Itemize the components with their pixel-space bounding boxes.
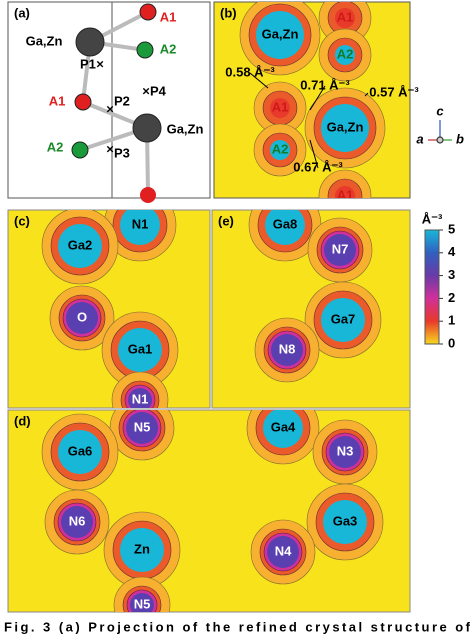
atom xyxy=(75,27,105,57)
atom-label: A2 xyxy=(337,46,354,61)
atom-core xyxy=(267,536,299,568)
atom-core xyxy=(58,430,102,474)
atom-label: O xyxy=(77,309,87,324)
atom-core xyxy=(329,436,361,468)
colorbar-tick-label: 5 xyxy=(448,221,455,236)
atom-label: A1 xyxy=(337,187,354,202)
atom-label: A1 xyxy=(337,9,354,24)
atom-label: A1 xyxy=(272,99,289,114)
caption: Fig. 3 (a) Projection of the refined cry… xyxy=(4,619,471,634)
point-marker: × xyxy=(106,141,114,156)
atom-label: Ga4 xyxy=(271,419,296,434)
arrow xyxy=(364,92,369,97)
atom-core xyxy=(126,412,158,444)
atom-label: Ga2 xyxy=(68,237,93,252)
atom-label: N7 xyxy=(332,241,349,256)
annotation: 0.58 Å⁻³ xyxy=(225,64,275,79)
atom-label: N8 xyxy=(279,341,296,356)
atom-core xyxy=(323,500,367,544)
atom-label: N6 xyxy=(69,513,86,528)
atom-label: Ga,Zn xyxy=(327,119,364,134)
atom-label: N1 xyxy=(132,391,149,406)
axis-letter: a xyxy=(416,131,423,146)
atom-label: N1 xyxy=(132,216,149,231)
atom xyxy=(136,41,154,59)
point-marker: × xyxy=(142,83,150,98)
atom-label: A2 xyxy=(47,139,64,154)
atom-core xyxy=(271,334,303,366)
annotation: 0.71 Å⁻³ xyxy=(300,77,350,92)
atom-core xyxy=(66,302,98,334)
atom-label: Ga7 xyxy=(331,311,356,326)
atom-core xyxy=(335,8,355,28)
atom xyxy=(71,141,89,159)
panel-label: (b) xyxy=(220,5,237,20)
atom xyxy=(140,187,156,203)
point-label: P3 xyxy=(114,145,130,160)
annotation: 0.67 Å⁻³ xyxy=(293,159,343,174)
atom-label: A2 xyxy=(160,41,177,56)
annotation: 0.57 Å⁻³ xyxy=(369,84,419,99)
colorbar-tick-label: 0 xyxy=(448,335,455,350)
arrow xyxy=(309,85,326,111)
panel-label: (e) xyxy=(218,213,234,228)
atom-core xyxy=(120,210,160,245)
atom-core xyxy=(58,224,102,268)
atom-label: Ga8 xyxy=(273,216,298,231)
panel-a-frame xyxy=(7,1,211,199)
axis-letter: c xyxy=(436,103,444,118)
atom-core xyxy=(270,98,290,118)
atom-label: N5 xyxy=(134,596,151,611)
atom-label: Ga1 xyxy=(128,341,153,356)
atom-label: N4 xyxy=(275,543,292,558)
arrow xyxy=(309,139,319,169)
atom-core xyxy=(118,328,162,372)
atom xyxy=(74,93,92,111)
atom-core xyxy=(256,11,304,59)
atom-core xyxy=(335,45,355,65)
atom-core xyxy=(270,140,290,160)
atom-core xyxy=(321,104,369,152)
atom-label: A2 xyxy=(272,141,289,156)
axis-letter: b xyxy=(456,131,464,146)
axes-icon xyxy=(428,120,452,144)
point-label: P4 xyxy=(150,83,167,98)
atom-core xyxy=(120,528,164,572)
colorbar-tick-label: 1 xyxy=(448,313,455,328)
atom-label: N3 xyxy=(337,443,354,458)
arrow xyxy=(249,72,269,89)
atom-label: Ga,Zn xyxy=(167,121,204,136)
atom-label: Ga,Zn xyxy=(262,26,299,41)
atom xyxy=(132,113,162,143)
atom-label: Ga6 xyxy=(68,443,93,458)
colorbar xyxy=(424,229,440,345)
atom-core xyxy=(324,234,356,266)
panel-label: (a) xyxy=(14,5,30,20)
atom-label: Ga3 xyxy=(333,513,358,528)
atom xyxy=(139,3,157,21)
atom-core xyxy=(265,210,305,245)
point-marker: × xyxy=(106,101,114,116)
colorbar-tick-label: 2 xyxy=(448,290,455,305)
colorbar-tick-label: 3 xyxy=(448,267,455,282)
atom-label: Ga,Zn xyxy=(26,33,63,48)
panel-label: (c) xyxy=(14,213,30,228)
atom-label: A1 xyxy=(160,9,177,24)
atom-core xyxy=(61,506,93,538)
point-label: P2 xyxy=(114,93,130,108)
panel-label: (d) xyxy=(14,413,31,428)
atom-label: A1 xyxy=(49,93,66,108)
atom-core xyxy=(130,593,154,612)
point-label: P1 xyxy=(80,56,96,71)
point-marker: × xyxy=(96,56,104,71)
colorbar-unit: Å⁻³ xyxy=(422,211,443,226)
atom-label: N5 xyxy=(134,419,151,434)
atom-label: Zn xyxy=(134,541,150,556)
atom-core xyxy=(128,388,152,408)
atom-core xyxy=(263,410,303,448)
colorbar-tick-label: 4 xyxy=(448,244,456,259)
atom-core xyxy=(335,186,355,198)
atom-core xyxy=(321,298,365,342)
